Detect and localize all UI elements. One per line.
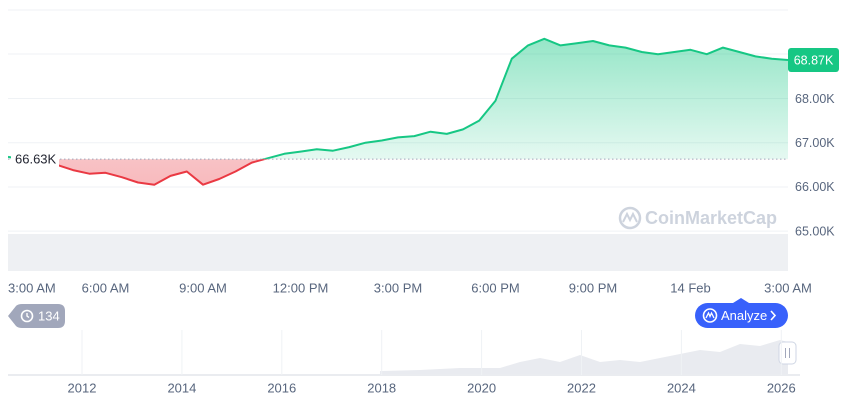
last-price-tag xyxy=(788,47,839,72)
x-tick-label: 9:00 PM xyxy=(569,280,617,295)
navigator-tick-label: 2014 xyxy=(167,380,196,395)
watermark-text: CoinMarketCap xyxy=(645,208,777,228)
reference-label: 66.63K xyxy=(15,152,57,167)
analyze-text: Analyze xyxy=(721,308,767,323)
y-tick-label: 67.00K xyxy=(795,136,835,150)
y-tick-label: 65.00K xyxy=(795,224,835,238)
navigator-tick-label: 2024 xyxy=(667,380,696,395)
navigator-area xyxy=(380,340,788,374)
navigator-tick-label: 2012 xyxy=(68,380,97,395)
x-tick-label: 3:00 AM xyxy=(8,280,56,295)
price-line xyxy=(8,37,788,160)
history-badge[interactable]: 134 xyxy=(8,304,65,328)
price-line-below xyxy=(15,159,269,186)
navigator-handle[interactable] xyxy=(778,341,797,365)
x-tick-label: 12:00 PM xyxy=(273,280,329,295)
navigator-tick-label: 2022 xyxy=(567,380,596,395)
last-price-label: 68.87K xyxy=(794,53,834,67)
x-tick-label: 9:00 AM xyxy=(179,280,227,295)
volume-strip xyxy=(8,234,788,271)
reference-label-bg xyxy=(11,150,59,168)
navigator-tick-label: 2016 xyxy=(267,380,296,395)
x-tick-label: 3:00 AM xyxy=(764,280,812,295)
x-tick-label: 6:00 AM xyxy=(82,280,130,295)
x-tick-label: 14 Feb xyxy=(670,280,710,295)
navigator: 2012 2014 2016 2018 2020 2022 2024 2026 xyxy=(8,330,800,395)
badge-text: 134 xyxy=(38,308,60,323)
watermark: CoinMarketCap xyxy=(618,206,777,230)
analyze-button[interactable]: Analyze xyxy=(695,298,788,328)
navigator-tick-label: 2020 xyxy=(467,380,496,395)
y-tick-label: 66.00K xyxy=(795,180,835,194)
area-below xyxy=(8,159,788,185)
navigator-tick-label: 2026 xyxy=(767,380,796,395)
navigator-tick-label: 2018 xyxy=(367,380,396,395)
x-tick-label: 6:00 PM xyxy=(471,280,519,295)
area-above xyxy=(8,38,788,160)
x-tick-label: 3:00 PM xyxy=(374,280,422,295)
y-tick-label: 68.00K xyxy=(795,92,835,106)
plot xyxy=(8,37,788,232)
